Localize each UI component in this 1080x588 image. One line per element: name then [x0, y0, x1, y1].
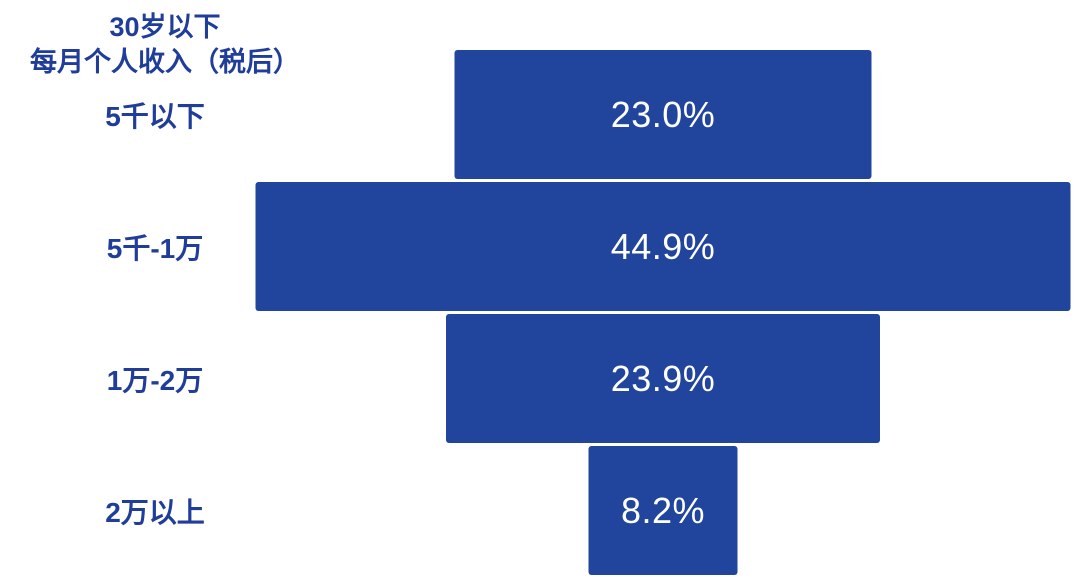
category-label: 5千-1万 [106, 232, 204, 264]
category-label: 5千以下 [105, 100, 205, 132]
bar-5k-below: 23.0% [454, 50, 872, 179]
chart-title: 30岁以下 每月个人收入（税后） [0, 10, 330, 80]
bar-20k-above: 8.2% [588, 446, 738, 575]
bar-10k-20k: 23.9% [446, 314, 880, 443]
chart-rows: 5千以下 23.0% 5千-1万 44.9% 1万-2万 23.9% 2万以上 … [0, 50, 1080, 578]
bar-value-label: 44.9% [610, 225, 716, 267]
bar-value-label: 23.0% [610, 93, 716, 135]
category-label: 1万-2万 [106, 364, 204, 396]
chart-row: 5千-1万 44.9% [0, 182, 1080, 314]
bar-value-label: 23.9% [610, 357, 716, 399]
chart-row: 5千以下 23.0% [0, 50, 1080, 182]
bar-value-label: 8.2% [620, 489, 706, 531]
chart-title-line1: 30岁以下 [109, 12, 221, 42]
chart-row: 1万-2万 23.9% [0, 314, 1080, 446]
chart-row: 2万以上 8.2% [0, 446, 1080, 578]
chart-title-line2: 每月个人收入（税后） [30, 47, 300, 77]
bar-5k-10k: 44.9% [255, 182, 1071, 311]
category-label: 2万以上 [105, 496, 205, 528]
